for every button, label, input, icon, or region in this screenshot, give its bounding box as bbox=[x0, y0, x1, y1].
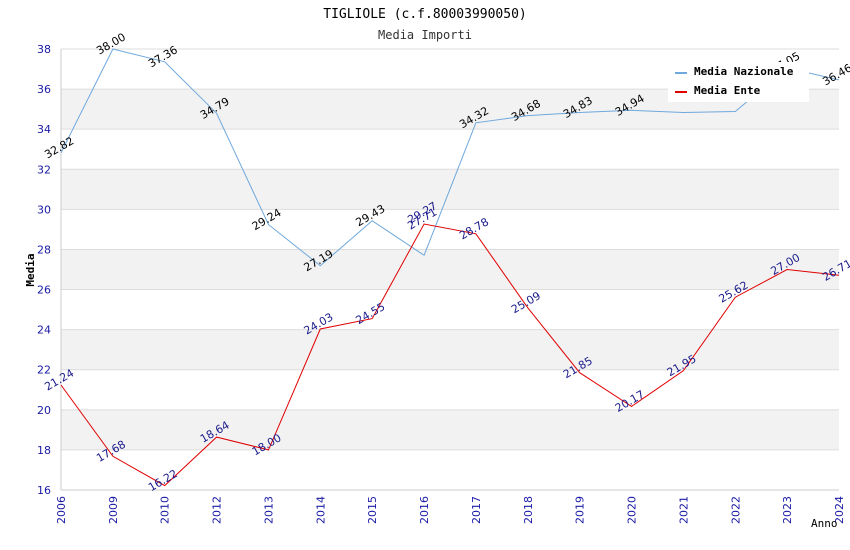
x-tick-label: 2015 bbox=[366, 496, 379, 524]
x-axis-ticks: 2006 2009 2010 2012 2013 2014 2015 2016 2017 2018… bbox=[55, 496, 846, 524]
x-tick-label: 2018 bbox=[522, 496, 535, 524]
x-tick-label: 2022 bbox=[729, 496, 742, 524]
x-tick-label: 2021 bbox=[677, 496, 690, 524]
grid-band bbox=[61, 409, 839, 450]
x-tick-label: 2020 bbox=[626, 496, 639, 524]
grid-band bbox=[61, 369, 839, 410]
legend: Media Nazionale Media Ente bbox=[668, 62, 809, 102]
y-tick-label: 30 bbox=[37, 203, 51, 216]
y-tick-label: 36 bbox=[37, 83, 51, 96]
x-tick-label: 2013 bbox=[262, 496, 275, 524]
x-tick-label: 2009 bbox=[107, 496, 120, 524]
y-tick-label: 20 bbox=[37, 404, 51, 417]
x-tick-label: 2010 bbox=[159, 496, 172, 524]
y-tick-label: 16 bbox=[37, 484, 51, 497]
y-tick-label: 28 bbox=[37, 243, 51, 256]
x-tick-label: 2024 bbox=[833, 496, 846, 524]
x-tick-label: 2017 bbox=[470, 496, 483, 524]
x-tick-label: 2006 bbox=[55, 496, 68, 524]
y-tick-label: 22 bbox=[37, 364, 51, 377]
series-lines bbox=[60, 48, 840, 487]
chart-title: TIGLIOLE (c.f.80003990050) bbox=[323, 7, 527, 22]
grid-band bbox=[61, 129, 839, 170]
grid-band bbox=[61, 209, 839, 250]
y-tick-label: 32 bbox=[37, 163, 51, 176]
y-tick-label: 38 bbox=[37, 43, 51, 56]
x-tick-label: 2014 bbox=[314, 496, 327, 524]
y-tick-label: 34 bbox=[37, 123, 51, 136]
x-axis-label: Anno bbox=[811, 517, 838, 530]
y-tick-label: 18 bbox=[37, 444, 51, 457]
background-bands bbox=[61, 49, 839, 490]
grid-band bbox=[61, 449, 839, 490]
y-axis-label: Media bbox=[24, 253, 37, 286]
x-tick-label: 2019 bbox=[574, 496, 587, 524]
grid-band bbox=[61, 329, 839, 370]
chart-subtitle: Media Importi bbox=[378, 28, 472, 42]
series-line-nazionale bbox=[60, 48, 840, 267]
x-tick-label: 2023 bbox=[781, 496, 794, 524]
grid-band bbox=[61, 289, 839, 330]
y-axis-ticks: 16 18 20 22 24 26 28 30 32 34 36 38 bbox=[37, 43, 51, 497]
series-line-ente bbox=[60, 223, 840, 487]
grid-band bbox=[61, 249, 839, 290]
y-tick-label: 26 bbox=[37, 284, 51, 297]
x-tick-label: 2016 bbox=[418, 496, 431, 524]
x-tick-label: 2012 bbox=[211, 496, 224, 524]
legend-label-nazionale: Media Nazionale bbox=[694, 65, 794, 78]
legend-label-ente: Media Ente bbox=[694, 84, 761, 97]
legend-background bbox=[668, 62, 809, 102]
y-tick-label: 24 bbox=[37, 324, 51, 337]
